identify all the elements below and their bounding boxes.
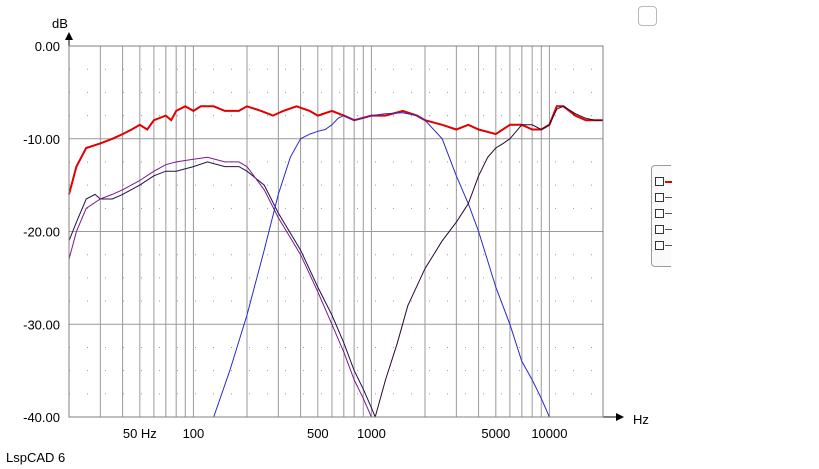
- app-label: LspCAD 6: [6, 450, 66, 465]
- x-tick-label: 1000: [357, 426, 386, 441]
- x-axis-label: Hz: [633, 412, 649, 427]
- legend-swatch: [665, 245, 672, 246]
- x-tick-label: 5000: [481, 426, 510, 441]
- x-tick-labels: 50 Hz 100 500 1000 5000 10000: [123, 426, 568, 441]
- legend-swatch: [665, 197, 672, 198]
- series-line-1: [68, 105, 603, 195]
- y-tick-label: -40.00: [23, 410, 60, 425]
- legend-checkbox[interactable]: [655, 241, 664, 250]
- major-grid: [68, 45, 604, 418]
- x-tick-label: 500: [307, 426, 329, 441]
- options-checkbox[interactable]: [638, 6, 657, 26]
- legend-checkbox[interactable]: [655, 177, 664, 186]
- legend-checkbox[interactable]: [655, 225, 664, 234]
- legend-panel: [651, 165, 672, 267]
- legend-item-5[interactable]: [655, 240, 672, 252]
- x-axis-arrow: [616, 413, 624, 421]
- x-tick-label: 100: [183, 426, 205, 441]
- series-line-2: [68, 161, 376, 418]
- legend-checkbox[interactable]: [655, 193, 664, 202]
- plot-frame: [68, 45, 604, 418]
- series-layer: [68, 105, 603, 418]
- legend-swatch: [665, 229, 672, 230]
- x-tick-label: 50 Hz: [123, 426, 157, 441]
- legend-swatch: [665, 213, 672, 214]
- x-tick-label: 10000: [531, 426, 567, 441]
- series-line-5: [374, 105, 603, 418]
- legend-item-4[interactable]: [655, 224, 672, 236]
- series-line-3: [68, 156, 372, 418]
- legend-item-1[interactable]: [655, 176, 672, 188]
- legend-item-3[interactable]: [655, 208, 672, 220]
- axes: [65, 32, 624, 421]
- y-tick-label: 0.00: [35, 39, 60, 54]
- series-line-4: [213, 112, 550, 418]
- y-tick-label: -20.00: [23, 225, 60, 240]
- legend-item-2[interactable]: [655, 192, 672, 204]
- y-tick-label: -10.00: [23, 132, 60, 147]
- y-tick-labels: 0.00 -10.00 -20.00 -30.00 -40.00: [23, 39, 60, 425]
- legend-swatch: [665, 181, 672, 183]
- legend-checkbox[interactable]: [655, 209, 664, 218]
- y-axis-label: dB: [52, 16, 68, 31]
- y-tick-label: -30.00: [23, 317, 60, 332]
- y-axis-arrow: [65, 32, 73, 40]
